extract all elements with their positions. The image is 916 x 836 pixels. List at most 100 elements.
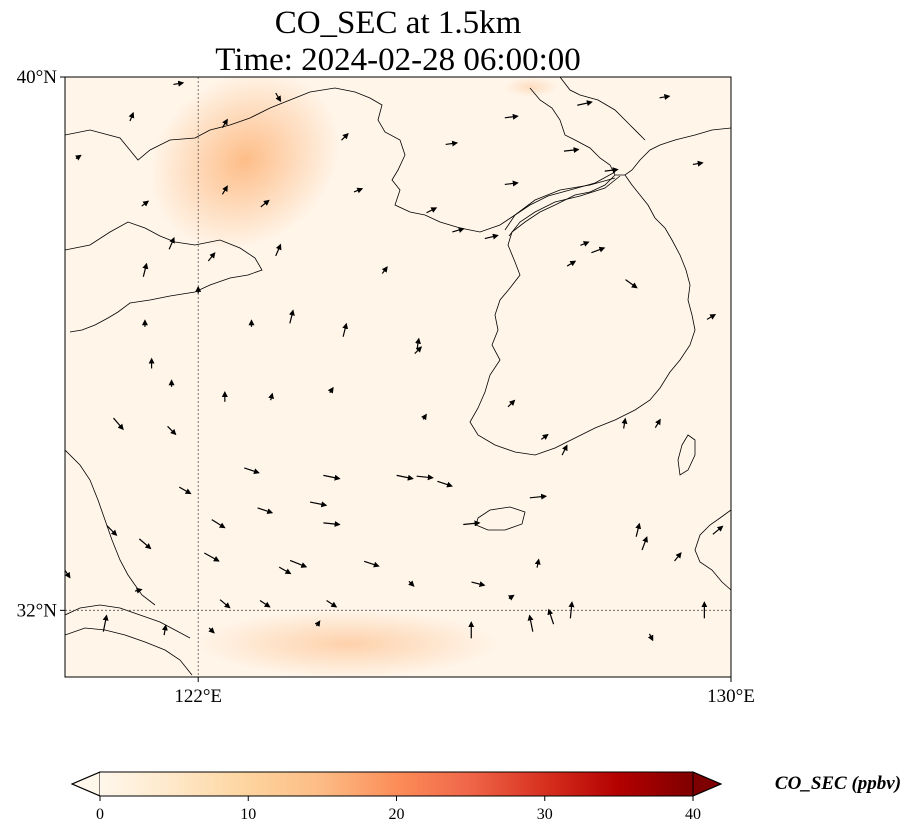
coastline-kyushu — [694, 509, 731, 591]
wind-arrow — [445, 140, 459, 147]
wind-arrow — [452, 227, 465, 233]
wind-arrow — [289, 559, 308, 568]
colorbar-ticks: 0 10 20 30 40 — [96, 796, 701, 823]
wind-arrow — [288, 309, 295, 324]
wind-arrow — [625, 279, 638, 289]
wind-arrow — [128, 111, 135, 122]
wind-arrow — [527, 614, 534, 632]
wind-arrow — [257, 507, 274, 515]
colorbar: 0 10 20 30 40 CO_SEC (ppbv) — [70, 771, 901, 823]
wind-arrow — [504, 180, 519, 187]
wind-arrow — [529, 493, 548, 500]
wind-arrow — [647, 633, 654, 642]
concentration-plumes — [150, 77, 558, 677]
wind-arrow — [134, 587, 143, 594]
colorbar-extend-max — [692, 771, 723, 797]
wind-arrow — [566, 260, 577, 267]
wind-arrow — [621, 417, 628, 429]
wind-arrow — [168, 236, 175, 250]
wind-arrow — [278, 566, 292, 575]
wind-arrow — [141, 200, 150, 207]
wind-arrow — [635, 522, 642, 537]
lat-tick-label: 40°N — [17, 67, 58, 88]
colorbar-body — [100, 772, 693, 796]
wind-arrow — [341, 132, 349, 141]
wind-arrow — [504, 113, 519, 120]
map-frame — [64, 76, 732, 678]
wind-arrow — [275, 92, 282, 103]
colorbar-tick-label: 20 — [389, 806, 405, 823]
wind-arrow — [309, 501, 328, 508]
wind-arrow — [208, 627, 215, 634]
gridlines — [65, 77, 731, 677]
wind-arrow — [604, 167, 619, 174]
wind-arrow — [484, 233, 499, 240]
coastline-korea-west — [469, 174, 696, 456]
wind-arrow — [323, 521, 341, 527]
wind-arrow — [577, 100, 593, 107]
coastline-jeju — [475, 506, 526, 531]
wind-arrow — [323, 474, 341, 481]
wind-arrow — [396, 474, 414, 481]
wind-arrow — [167, 425, 177, 436]
wind-arrow — [75, 154, 82, 161]
wind-arrow — [102, 614, 109, 632]
wind-arrow — [507, 399, 516, 408]
wind-arrow — [363, 560, 380, 568]
wind-arrow — [563, 147, 580, 154]
wind-arrow — [692, 160, 704, 167]
wind-arrow — [408, 580, 415, 587]
wind-arrow — [260, 199, 270, 208]
lon-tick-label: 130°E — [707, 686, 755, 707]
wind-arrow — [221, 118, 228, 128]
wind-arrow — [534, 558, 541, 568]
wind-arrow — [138, 538, 152, 550]
wind-arrow — [244, 467, 260, 475]
wind-arrow — [568, 601, 575, 619]
wind-arrow — [221, 185, 228, 195]
wind-arrow — [591, 246, 606, 254]
wind-arrow — [437, 480, 453, 488]
wind-arrow — [507, 594, 515, 601]
wind-arrow — [353, 187, 364, 194]
wind-vectors — [65, 80, 724, 642]
wind-arrow — [327, 386, 334, 394]
wind-arrow — [547, 608, 555, 625]
coastline-yangtze-south — [65, 627, 193, 676]
lat-tick-label: 32°N — [17, 600, 58, 621]
colorbar-extend-min — [70, 771, 101, 797]
wind-arrow — [142, 262, 149, 277]
coastline-liaodong — [65, 87, 616, 233]
south-plume — [198, 610, 498, 677]
wind-arrow — [561, 444, 568, 456]
colorbar-label: CO_SEC (ppbv) — [775, 773, 901, 794]
coastline-fivetwo — [504, 171, 616, 231]
north-edge-plume — [504, 77, 558, 97]
wind-arrow — [326, 599, 338, 608]
wind-arrow — [659, 94, 671, 100]
wind-arrow — [416, 474, 434, 481]
coastline-korea-north — [615, 127, 731, 176]
colorbar-tick-label: 40 — [685, 806, 701, 823]
wind-arrow — [113, 417, 124, 431]
wind-arrow — [381, 266, 388, 274]
colorbar-tick-label: 0 — [96, 806, 104, 823]
wind-arrow — [706, 313, 717, 320]
wind-arrow — [314, 620, 321, 627]
chart-title-line1: CO_SEC at 1.5km — [275, 5, 522, 41]
wind-arrow — [211, 519, 226, 529]
wind-arrow — [674, 552, 682, 562]
coastline-border — [508, 175, 621, 237]
wind-arrow — [268, 392, 275, 401]
wind-arrow — [580, 241, 590, 247]
wind-arrow — [414, 346, 423, 354]
wind-arrow — [421, 413, 427, 421]
wind-arrow — [641, 536, 648, 551]
wind-arrow — [106, 525, 118, 536]
wind-arrow — [259, 599, 271, 608]
coastline-tsushima — [677, 434, 696, 476]
coastlines — [65, 77, 731, 676]
coastline-shandong — [65, 221, 263, 333]
wind-arrow — [204, 552, 220, 562]
